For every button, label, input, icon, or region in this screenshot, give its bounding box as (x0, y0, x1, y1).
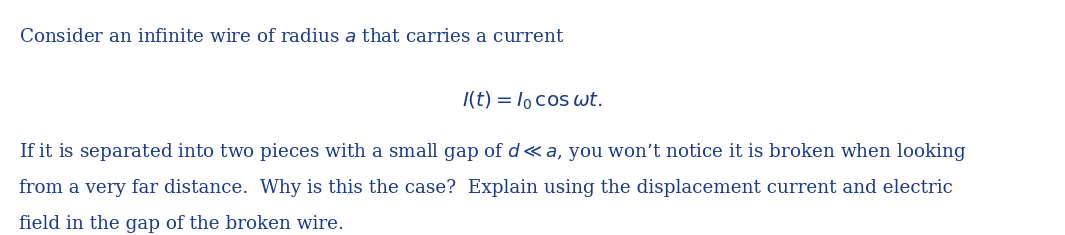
Text: Consider an infinite wire of radius $a$ that carries a current: Consider an infinite wire of radius $a$ … (19, 28, 564, 46)
Text: $I(t) = I_0\,\cos\omega t.$: $I(t) = I_0\,\cos\omega t.$ (462, 89, 603, 112)
Text: If it is separated into two pieces with a small gap of $d \ll a$, you won’t noti: If it is separated into two pieces with … (19, 141, 966, 163)
Text: from a very far distance.  Why is this the case?  Explain using the displacement: from a very far distance. Why is this th… (19, 179, 953, 197)
Text: field in the gap of the broken wire.: field in the gap of the broken wire. (19, 215, 344, 233)
